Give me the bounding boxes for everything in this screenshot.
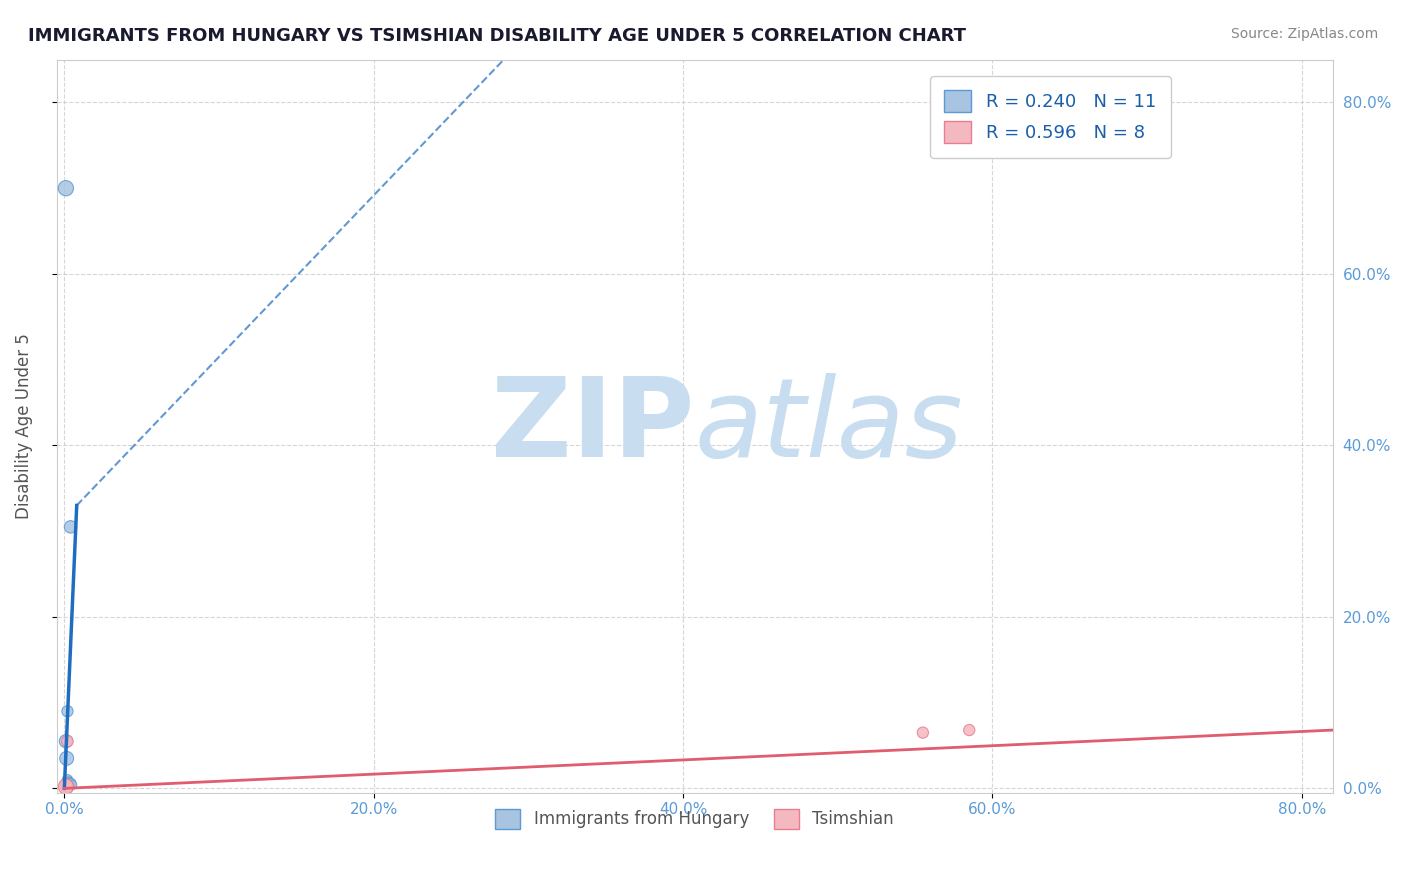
Point bbox=[55, 779, 77, 793]
Legend: Immigrants from Hungary, Tsimshian: Immigrants from Hungary, Tsimshian bbox=[489, 802, 901, 836]
Point bbox=[55, 776, 77, 790]
Point bbox=[58, 779, 80, 793]
Point bbox=[55, 751, 77, 765]
Point bbox=[56, 780, 79, 795]
Point bbox=[957, 723, 980, 737]
Point bbox=[60, 778, 83, 792]
Point bbox=[59, 520, 82, 534]
Point bbox=[60, 776, 83, 790]
Point bbox=[58, 774, 80, 789]
Text: ZIP: ZIP bbox=[491, 373, 695, 480]
Y-axis label: Disability Age Under 5: Disability Age Under 5 bbox=[15, 334, 32, 519]
Point bbox=[911, 725, 934, 739]
Point bbox=[56, 734, 79, 748]
Point bbox=[59, 775, 82, 789]
Text: Source: ZipAtlas.com: Source: ZipAtlas.com bbox=[1230, 27, 1378, 41]
Point bbox=[55, 780, 77, 794]
Point bbox=[55, 734, 77, 748]
Point bbox=[55, 780, 77, 794]
Point bbox=[56, 772, 79, 787]
Point bbox=[56, 704, 79, 718]
Point bbox=[55, 181, 77, 195]
Text: IMMIGRANTS FROM HUNGARY VS TSIMSHIAN DISABILITY AGE UNDER 5 CORRELATION CHART: IMMIGRANTS FROM HUNGARY VS TSIMSHIAN DIS… bbox=[28, 27, 966, 45]
Text: atlas: atlas bbox=[695, 373, 963, 480]
